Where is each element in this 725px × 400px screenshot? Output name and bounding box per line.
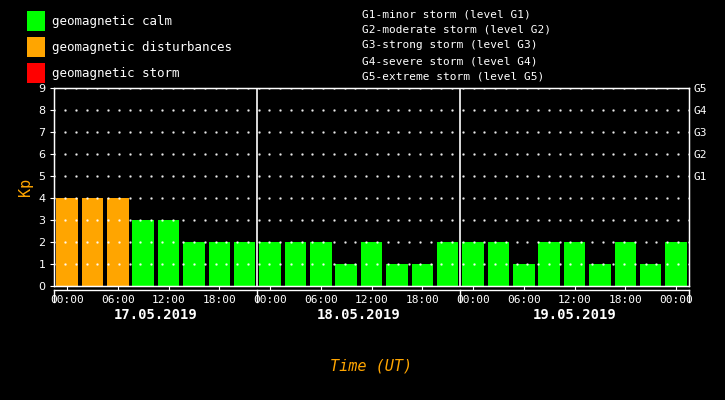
Bar [183,242,204,286]
Bar [463,242,484,286]
Bar [564,242,585,286]
Bar [386,264,407,286]
Text: 19.05.2019: 19.05.2019 [533,308,616,322]
Bar [361,242,382,286]
Bar [234,242,255,286]
Text: geomagnetic calm: geomagnetic calm [51,14,172,28]
Bar [310,242,331,286]
Bar [615,242,636,286]
Bar [336,264,357,286]
Bar [285,242,306,286]
Bar [666,242,687,286]
Text: Time (UT): Time (UT) [331,358,413,374]
Text: 18.05.2019: 18.05.2019 [317,308,401,322]
Bar [133,220,154,286]
Text: G2-moderate storm (level G2): G2-moderate storm (level G2) [362,25,552,35]
Text: geomagnetic disturbances: geomagnetic disturbances [51,40,232,54]
Bar [209,242,230,286]
Bar [82,198,103,286]
Text: 17.05.2019: 17.05.2019 [114,308,198,322]
Bar [158,220,179,286]
Text: G5-extreme storm (level G5): G5-extreme storm (level G5) [362,72,544,82]
Bar [107,198,128,286]
Bar [589,264,610,286]
Text: G1-minor storm (level G1): G1-minor storm (level G1) [362,9,531,19]
Bar [412,264,433,286]
Bar [640,264,661,286]
Text: G3-strong storm (level G3): G3-strong storm (level G3) [362,40,538,50]
Bar [539,242,560,286]
Bar [488,242,509,286]
FancyBboxPatch shape [27,37,45,57]
Bar [437,242,458,286]
FancyBboxPatch shape [27,11,45,31]
Text: geomagnetic storm: geomagnetic storm [51,66,179,80]
Bar [260,242,281,286]
FancyBboxPatch shape [27,63,45,83]
Text: G4-severe storm (level G4): G4-severe storm (level G4) [362,56,538,66]
Y-axis label: Kp: Kp [17,178,33,196]
Bar [57,198,78,286]
Bar [513,264,534,286]
